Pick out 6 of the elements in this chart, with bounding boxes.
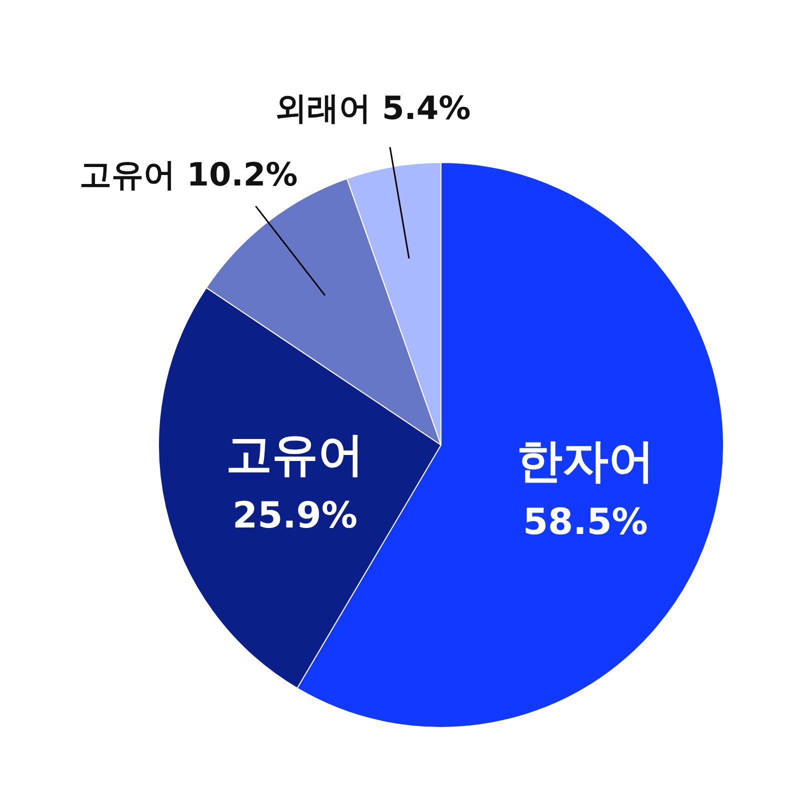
- data-label: 58.5%: [522, 502, 648, 543]
- data-label: 25.9%: [232, 495, 358, 536]
- slice-label: 한자어: [516, 433, 654, 488]
- slice-label: 외래어 5.4%: [274, 89, 471, 128]
- slice-label: 고유어: [226, 427, 364, 482]
- category-label: 고유어 10.2%: [80, 155, 298, 194]
